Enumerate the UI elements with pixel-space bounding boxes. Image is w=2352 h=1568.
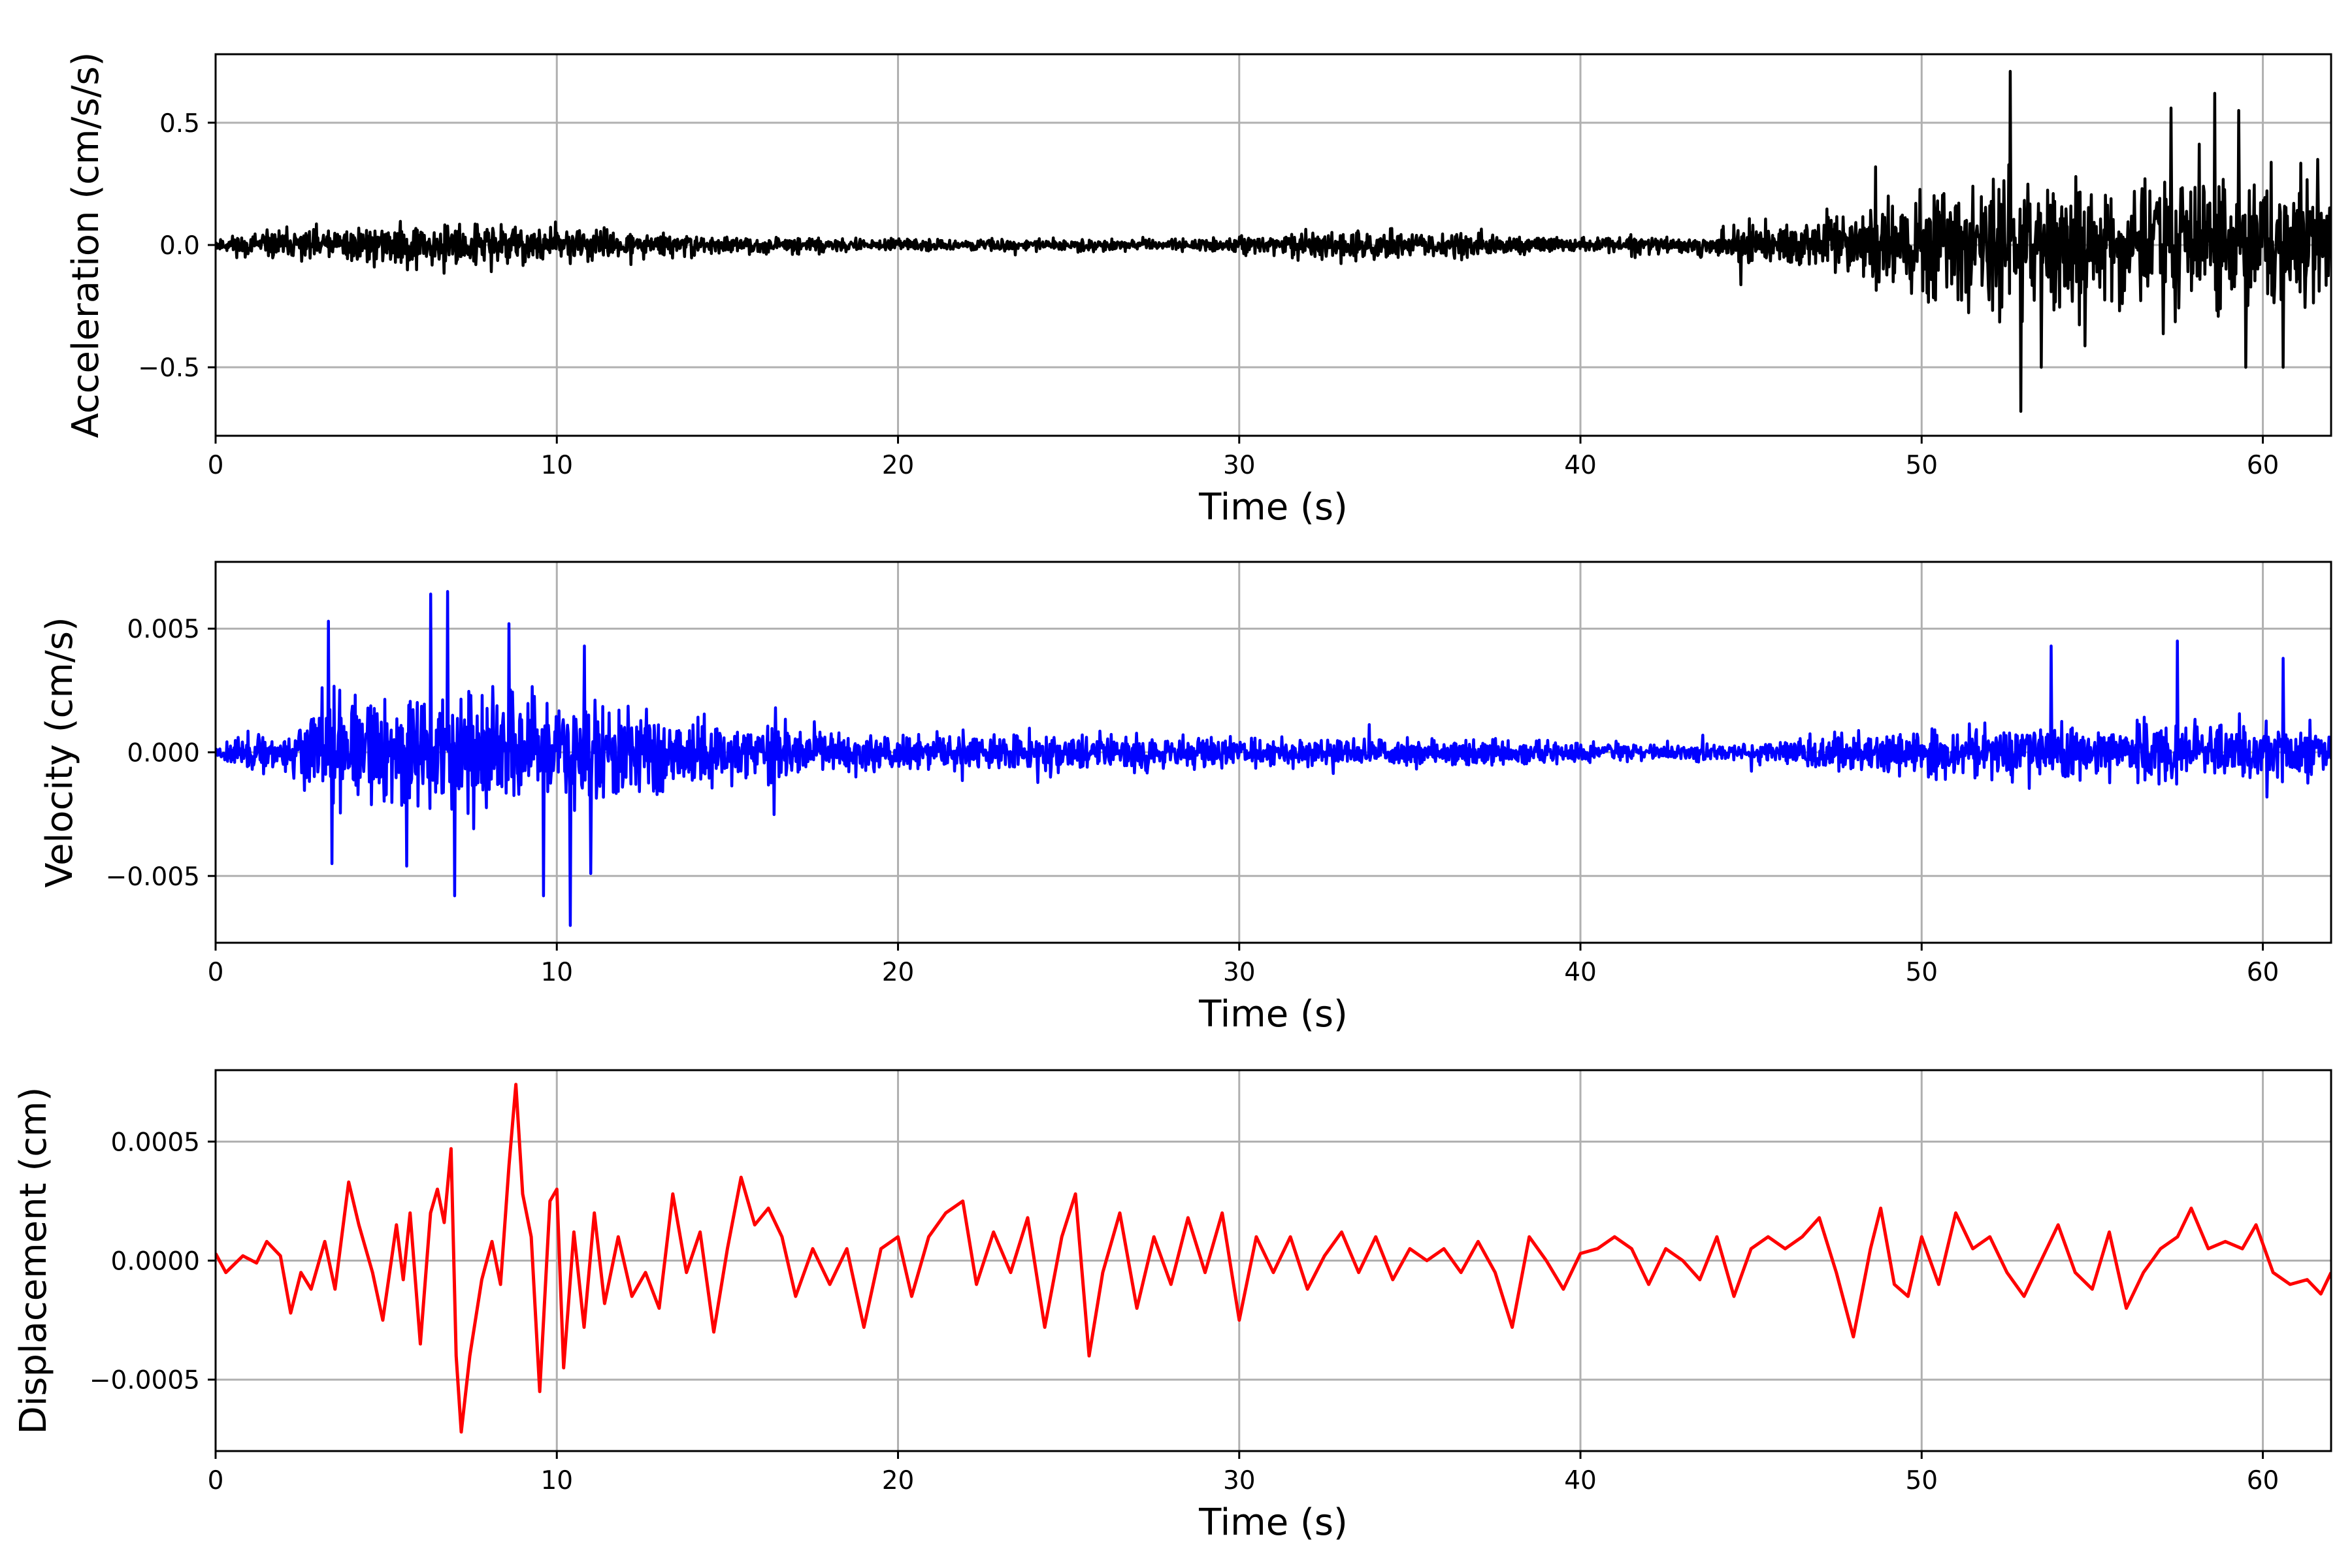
velocity-y-tick-label: 0.005: [127, 615, 200, 644]
displacement-grid: [214, 1070, 2331, 1451]
velocity-x-tick-label: 60: [2247, 958, 2279, 987]
displacement-series: [216, 1083, 2331, 1434]
velocity-x-tick-label: 30: [1223, 958, 1256, 987]
velocity-series: [216, 590, 2331, 927]
displacement-x-tick-label: 50: [1905, 1466, 1938, 1495]
acceleration-y-tick-label: −0.5: [138, 353, 200, 383]
acceleration-panel: 0 10 20 30 40 50 60 −0.5 0.0 0.5 Time (s) Acceler…: [65, 52, 2332, 529]
acceleration-x-tick-label: 50: [1905, 451, 1938, 480]
displacement-x-tick-label: 10: [540, 1466, 573, 1495]
acceleration-y-tick-label: 0.5: [159, 109, 200, 139]
acceleration-y-tick-label: 0.0: [159, 231, 200, 261]
displacement-x-tick-label: 60: [2247, 1466, 2279, 1495]
velocity-x-axis-title: Time (s): [1198, 993, 1348, 1036]
acceleration-x-axis-title: Time (s): [1198, 486, 1348, 529]
displacement-panel: 0 10 20 30 40 50 60 −0.0005 0.0000 0.0005 Time (s…: [12, 1069, 2332, 1544]
acceleration-y-axis-title: Acceleration (cm/s/s): [65, 52, 107, 438]
velocity-x-tick-label: 20: [882, 958, 915, 987]
displacement-ticks: 0 10 20 30 40 50 60 −0.0005 0.0000 0.0005: [90, 1128, 2279, 1495]
acceleration-x-tick-label: 30: [1223, 451, 1256, 480]
acceleration-series: [216, 69, 2331, 413]
acceleration-x-tick-label: 40: [1564, 451, 1597, 480]
velocity-y-axis-title: Velocity (cm/s): [39, 617, 81, 888]
displacement-x-axis-title: Time (s): [1198, 1501, 1348, 1544]
velocity-x-tick-label: 10: [540, 958, 573, 987]
acceleration-x-tick-label: 10: [540, 451, 573, 480]
velocity-ticks: 0 10 20 30 40 50 60 −0.005 0.000 0.005: [106, 615, 2279, 987]
displacement-x-tick-label: 40: [1564, 1466, 1597, 1495]
displacement-y-tick-label: 0.0005: [111, 1128, 200, 1157]
velocity-x-tick-label: 40: [1564, 958, 1597, 987]
velocity-y-tick-label: 0.000: [127, 739, 200, 768]
displacement-y-axis-title: Displacement (cm): [12, 1087, 55, 1435]
acceleration-x-tick-label: 20: [882, 451, 915, 480]
velocity-x-tick-label: 0: [208, 958, 224, 987]
displacement-x-tick-label: 0: [208, 1466, 224, 1495]
acceleration-series-line: [216, 69, 2331, 413]
velocity-y-tick-label: −0.005: [106, 862, 200, 892]
displacement-x-tick-label: 20: [882, 1466, 915, 1495]
acceleration-ticks: 0 10 20 30 40 50 60 −0.5 0.0 0.5: [138, 109, 2279, 480]
velocity-x-tick-label: 50: [1905, 958, 1938, 987]
displacement-series-line: [216, 1083, 2331, 1434]
velocity-panel: 0 10 20 30 40 50 60 −0.005 0.000 0.005 Time (s) V…: [39, 561, 2332, 1036]
acceleration-x-tick-label: 60: [2247, 451, 2279, 480]
acceleration-x-tick-label: 0: [208, 451, 224, 480]
displacement-y-tick-label: −0.0005: [90, 1366, 200, 1396]
displacement-y-tick-label: 0.0000: [111, 1247, 200, 1277]
velocity-series-line: [216, 590, 2331, 927]
displacement-x-tick-label: 30: [1223, 1466, 1256, 1495]
